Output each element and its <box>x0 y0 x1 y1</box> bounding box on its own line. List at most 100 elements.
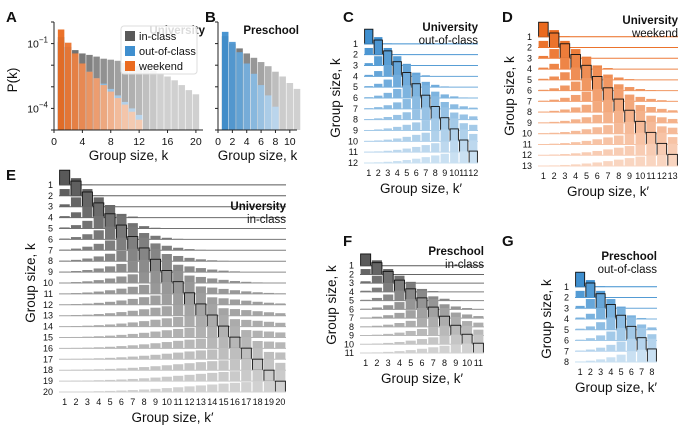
bar-D-row9-k6 <box>592 114 603 123</box>
bar-C-row7-k12 <box>469 107 478 109</box>
bar-E-row19-k20 <box>275 370 286 382</box>
bar-D-row12-k5 <box>581 152 592 156</box>
bar-F-row7-k9 <box>450 312 461 319</box>
y-tick-label-C-9: 9 <box>353 126 358 136</box>
bar-E-row4-k3 <box>82 206 93 218</box>
bar-F-row10-k5 <box>405 340 416 345</box>
bar-G-row6-k2 <box>585 338 595 341</box>
bar-G-row7-k5 <box>616 341 626 352</box>
bar-E-row11-k6 <box>116 288 127 294</box>
bar-E-row6-k6 <box>116 225 127 240</box>
bar-D-row13-k9 <box>624 158 635 166</box>
bar-C-row8-k9 <box>440 107 449 120</box>
bar-F-row11-k10 <box>462 343 473 353</box>
bar-E-row14-k6 <box>116 323 127 327</box>
y-tick-label-E-7: 7 <box>48 245 53 255</box>
bar-E-row19-k7 <box>127 378 138 382</box>
bar-C-row12-k4 <box>393 161 402 163</box>
y-tick-label-E-19: 19 <box>43 376 53 386</box>
bar-F-row11-k6 <box>416 348 428 353</box>
x-tick-label-A-12: 12 <box>133 136 145 148</box>
bar-E-row19-k16 <box>229 371 240 382</box>
y-tick-label-F-5: 5 <box>349 296 354 306</box>
bar-E-row6-k10 <box>161 237 172 240</box>
bar-E-row17-k8 <box>139 355 150 360</box>
bar-E-row18-k20 <box>275 362 286 371</box>
bar-D-row9-k12 <box>657 117 667 123</box>
bar-F-row10-k7 <box>428 337 439 345</box>
bar-C-row9-k7 <box>421 120 430 131</box>
bar-F-row9-k5 <box>405 330 416 336</box>
bar-F-row9-k7 <box>428 327 439 336</box>
bar-E-row15-k18 <box>252 330 263 338</box>
bar-C-row11-k7 <box>421 145 430 153</box>
legend-swatch-2 <box>125 61 135 71</box>
bar-E-row17-k7 <box>127 356 138 360</box>
bar-D-row10-k7 <box>603 125 613 134</box>
bar-F-row7-k8 <box>439 307 450 319</box>
x-tick-label-F-8: 8 <box>442 358 447 368</box>
bar-E-row13-k6 <box>116 312 127 316</box>
bar-B-out-of-class-3 <box>236 52 243 130</box>
bar-E-row14-k13 <box>195 315 206 327</box>
bar-E-row14-k20 <box>275 322 286 327</box>
bar-E-row9-k6 <box>116 263 127 273</box>
x-tick-label-E-13: 13 <box>196 397 206 407</box>
bar-D-row6-k5 <box>581 77 592 91</box>
bar-E-row17-k14 <box>207 349 218 360</box>
bar-D-row12-k12 <box>657 143 667 156</box>
bar-C-row5-k2 <box>374 83 383 88</box>
bar-F-row8-k9 <box>450 316 461 327</box>
bar-E-row14-k14 <box>207 315 218 327</box>
bar-D-row11-k7 <box>603 137 613 145</box>
bar-A-in-class-20 <box>192 94 200 130</box>
y-tick-label-F-10: 10 <box>344 339 354 349</box>
bar-F-row11-k7 <box>428 347 439 353</box>
bar-E-row13-k5 <box>105 313 116 316</box>
bar-F-row6-k6 <box>416 297 428 310</box>
bar-D-row7-k9 <box>624 94 635 102</box>
x-tick-label-C-9: 9 <box>442 168 447 178</box>
bar-C-row9-k11 <box>459 123 468 131</box>
x-tick-label-D-11: 11 <box>646 171 655 181</box>
bar-E-row19-k11 <box>173 375 184 382</box>
panel-subtitle-D: weekend <box>631 28 678 40</box>
bar-E-row13-k10 <box>161 306 172 316</box>
bar-A-weekend-10 <box>121 104 129 130</box>
bar-E-row20-k9 <box>150 388 161 392</box>
bar-E-row6-k2 <box>70 237 82 240</box>
bar-F-row9-k4 <box>394 332 405 336</box>
bar-E-row8-k2 <box>70 259 82 262</box>
bar-E-row20-k17 <box>241 382 252 392</box>
bar-G-row5-k3 <box>596 322 606 330</box>
bar-E-row10-k8 <box>139 272 150 283</box>
bar-C-row9-k12 <box>469 124 478 131</box>
bar-F-row6-k10 <box>462 308 473 310</box>
bar-D-row11-k4 <box>570 142 581 145</box>
bar-F-row3-k1 <box>360 281 371 284</box>
bar-F-row11-k9 <box>450 344 461 353</box>
bar-G-row6-k7 <box>637 327 647 341</box>
bar-C-row12-k6 <box>412 158 421 163</box>
bar-C-row5-k7 <box>421 81 430 88</box>
bar-D-row13-k11 <box>646 155 656 166</box>
bar-E-row12-k10 <box>161 294 172 305</box>
x-tick-label-E-10: 10 <box>162 397 172 407</box>
bar-F-row7-k3 <box>383 315 394 319</box>
bar-E-row3-k1 <box>59 204 70 207</box>
bar-E-row13-k3 <box>82 314 93 316</box>
bar-C-row6-k5 <box>402 85 411 98</box>
bar-E-row13-k7 <box>127 310 138 316</box>
bar-E-row15-k19 <box>263 331 275 338</box>
bar-G-row7-k8 <box>647 338 657 352</box>
bar-C-row3-k4 <box>393 56 402 66</box>
bar-C-row9-k3 <box>383 128 392 131</box>
bar-E-row9-k10 <box>161 259 172 273</box>
bar-F-row8-k5 <box>405 320 416 327</box>
bar-C-row6-k7 <box>421 85 430 98</box>
bar-F-row7-k4 <box>394 312 405 319</box>
x-tick-label-B-2: 2 <box>229 136 235 148</box>
bar-E-row7-k12 <box>184 249 195 251</box>
bar-E-row17-k9 <box>150 354 161 360</box>
y-axis-label-D: Group size, k <box>502 56 517 136</box>
